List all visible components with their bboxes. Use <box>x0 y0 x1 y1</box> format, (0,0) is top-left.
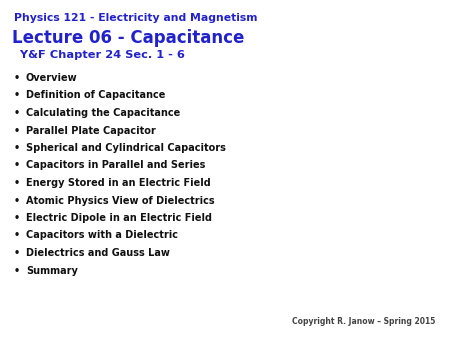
Text: •: • <box>14 108 20 118</box>
Text: Y&F Chapter 24 Sec. 1 - 6: Y&F Chapter 24 Sec. 1 - 6 <box>16 50 185 60</box>
Text: •: • <box>14 143 20 153</box>
Text: Spherical and Cylindrical Capacitors: Spherical and Cylindrical Capacitors <box>26 143 226 153</box>
Text: Atomic Physics View of Dielectrics: Atomic Physics View of Dielectrics <box>26 195 215 206</box>
Text: •: • <box>14 213 20 223</box>
Text: Electric Dipole in an Electric Field: Electric Dipole in an Electric Field <box>26 213 212 223</box>
Text: •: • <box>14 266 20 275</box>
Text: Calculating the Capacitance: Calculating the Capacitance <box>26 108 180 118</box>
Text: •: • <box>14 248 20 258</box>
Text: Copyright R. Janow – Spring 2015: Copyright R. Janow – Spring 2015 <box>292 317 435 326</box>
Text: •: • <box>14 178 20 188</box>
Text: Physics 121 - Electricity and Magnetism: Physics 121 - Electricity and Magnetism <box>14 13 257 23</box>
Text: Definition of Capacitance: Definition of Capacitance <box>26 91 166 100</box>
Text: •: • <box>14 125 20 136</box>
Text: •: • <box>14 195 20 206</box>
Text: •: • <box>14 91 20 100</box>
Text: Summary: Summary <box>26 266 78 275</box>
Text: Capacitors with a Dielectric: Capacitors with a Dielectric <box>26 231 178 241</box>
Text: •: • <box>14 231 20 241</box>
Text: Dielectrics and Gauss Law: Dielectrics and Gauss Law <box>26 248 170 258</box>
Text: Capacitors in Parallel and Series: Capacitors in Parallel and Series <box>26 161 205 170</box>
Text: Parallel Plate Capacitor: Parallel Plate Capacitor <box>26 125 156 136</box>
Text: Overview: Overview <box>26 73 77 83</box>
Text: Energy Stored in an Electric Field: Energy Stored in an Electric Field <box>26 178 211 188</box>
Text: Lecture 06 - Capacitance: Lecture 06 - Capacitance <box>12 29 244 47</box>
Text: •: • <box>14 161 20 170</box>
Text: •: • <box>14 73 20 83</box>
